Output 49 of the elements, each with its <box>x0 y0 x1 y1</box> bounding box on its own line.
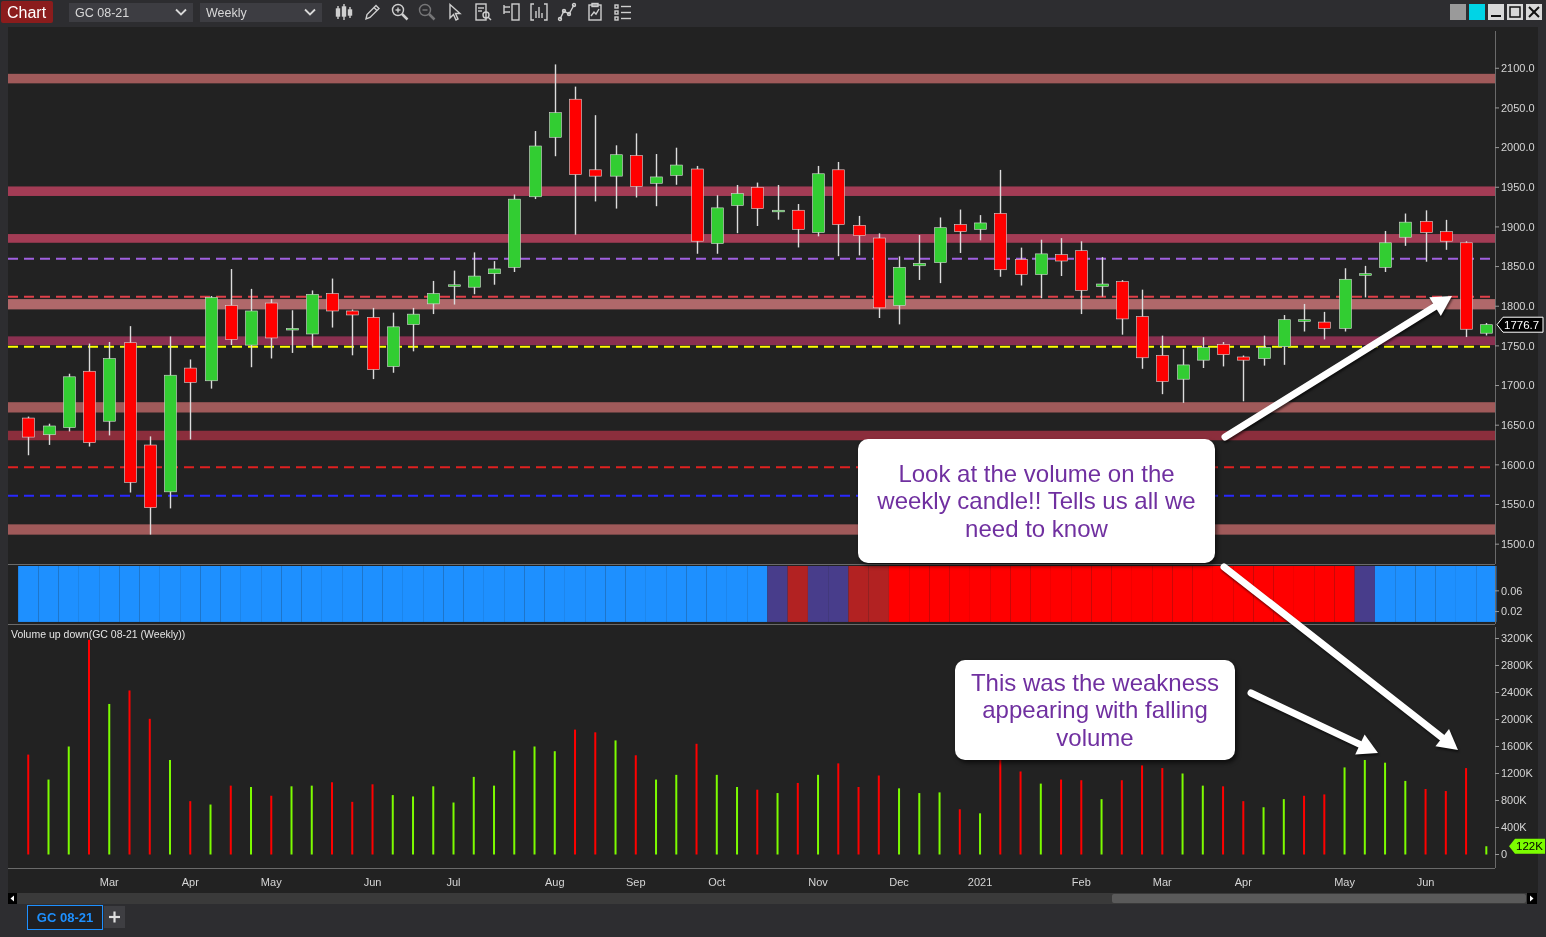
text: 1776.7 <box>1504 318 1540 331</box>
y-tick-label: 1750.0 <box>1501 339 1535 352</box>
y-tick-label: 0.06 <box>1501 584 1523 597</box>
y-tick-label: 800K <box>1501 794 1528 807</box>
x-tick-label: May <box>260 876 283 888</box>
y-tick-label: 1200K <box>1501 767 1534 780</box>
x-tick-label: Mar <box>1152 876 1173 888</box>
y-tick-label: 1700.0 <box>1501 379 1535 392</box>
x-tick-label: Dec <box>889 876 910 888</box>
y-tick-label: 2000K <box>1501 713 1534 726</box>
y-tick-label: 1550.0 <box>1501 498 1535 511</box>
x-tick-label: Oct <box>708 876 726 888</box>
y-tick-label: 2050.0 <box>1501 101 1535 114</box>
y-tick-label: 3200K <box>1501 632 1534 645</box>
x-tick-label: Sep <box>625 876 646 888</box>
y-tick-label: 1600.0 <box>1501 458 1535 471</box>
y-tick-label: 1900.0 <box>1501 220 1535 233</box>
y-tick-label: 2100.0 <box>1501 62 1535 75</box>
x-tick-label: Aug <box>544 876 565 888</box>
y-tick-label: 1850.0 <box>1501 260 1535 273</box>
y-tick-label: 1950.0 <box>1501 181 1535 194</box>
text: Chart <box>7 4 47 21</box>
x-tick-label: Feb <box>1071 876 1091 888</box>
y-tick-label: 2000.0 <box>1501 141 1535 154</box>
y-tick-label: 1600K <box>1501 740 1534 753</box>
text: GC 08-21 <box>75 5 130 20</box>
text: 122K <box>1516 840 1544 853</box>
text: GC 08-21 <box>36 910 94 925</box>
x-tick-label: Jul <box>446 876 461 888</box>
y-tick-label: 2400K <box>1501 686 1534 699</box>
y-tick-label: 0.02 <box>1501 605 1523 618</box>
y-tick-label: 1650.0 <box>1501 419 1535 432</box>
x-tick-label: Nov <box>808 876 829 888</box>
x-tick-label: May <box>1334 876 1356 888</box>
y-tick-label: 0 <box>1501 848 1508 861</box>
annotation: This was the weakness appearing with falling volume <box>970 668 1220 751</box>
y-tick-label: 1500.0 <box>1501 538 1535 551</box>
x-tick-label: Jun <box>1416 876 1435 888</box>
chart-title: Volume up down(GC 08-21 (Weekly)) <box>11 628 186 640</box>
y-tick-label: 400K <box>1501 821 1528 834</box>
y-tick-label: 2800K <box>1501 659 1534 672</box>
y-tick-label: 1800.0 <box>1501 300 1535 313</box>
x-tick-label: Mar <box>99 876 120 888</box>
x-tick-label: 2021 <box>967 876 993 888</box>
x-tick-label: Jun <box>363 876 382 888</box>
x-tick-label: Apr <box>181 876 200 888</box>
x-tick-label: Apr <box>1234 876 1253 888</box>
text: Weekly <box>206 5 248 20</box>
annotation: Look at the volume on the weekly candle!! Tells us all we need to know <box>876 459 1196 542</box>
